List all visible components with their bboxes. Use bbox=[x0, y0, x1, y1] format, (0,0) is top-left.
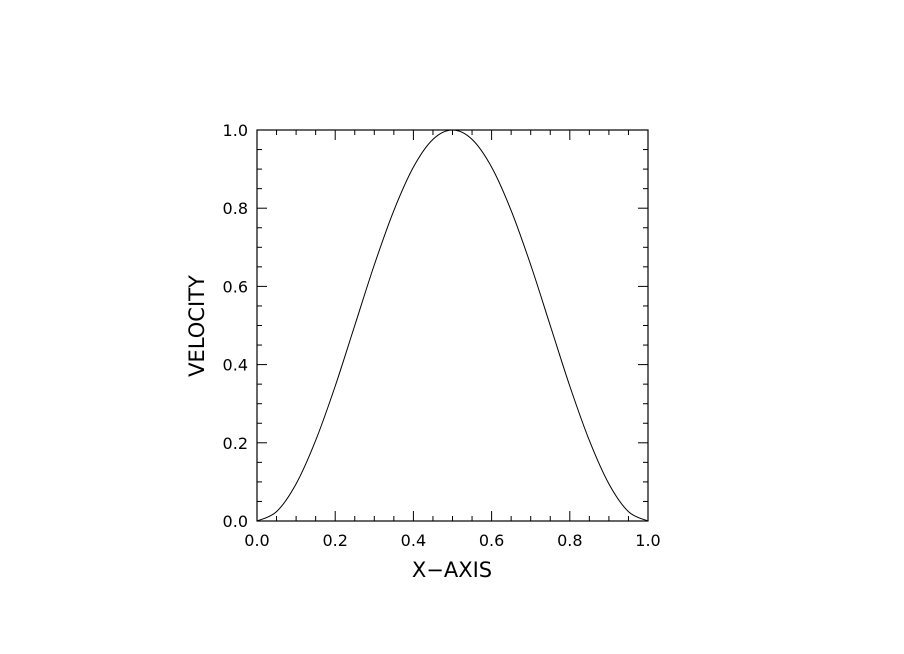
x-axis-title: X−AXIS bbox=[412, 558, 492, 582]
x-tick-label: 1.0 bbox=[635, 531, 660, 550]
axis-ticks bbox=[256, 129, 649, 522]
x-tick-labels: 0.0 0.2 0.4 0.6 0.8 1.0 bbox=[244, 531, 660, 550]
x-tick-label: 0.6 bbox=[479, 531, 504, 550]
y-tick-label: 0.6 bbox=[223, 277, 248, 296]
x-tick-label: 0.2 bbox=[322, 531, 347, 550]
x-tick-label: 0.8 bbox=[557, 531, 582, 550]
velocity-series-line bbox=[256, 129, 649, 522]
y-tick-label: 1.0 bbox=[223, 121, 248, 140]
y-tick-labels: 0.0 0.2 0.4 0.6 0.8 1.0 bbox=[223, 121, 248, 531]
x-tick-label: 0.0 bbox=[244, 531, 269, 550]
plot-frame bbox=[256, 129, 649, 522]
y-tick-label: 0.8 bbox=[223, 199, 248, 218]
y-tick-label: 0.4 bbox=[223, 356, 248, 375]
y-tick-label: 0.0 bbox=[223, 512, 248, 531]
y-axis-title: VELOCITY bbox=[185, 275, 209, 377]
y-tick-label: 0.2 bbox=[223, 434, 248, 453]
x-tick-label: 0.4 bbox=[401, 531, 426, 550]
